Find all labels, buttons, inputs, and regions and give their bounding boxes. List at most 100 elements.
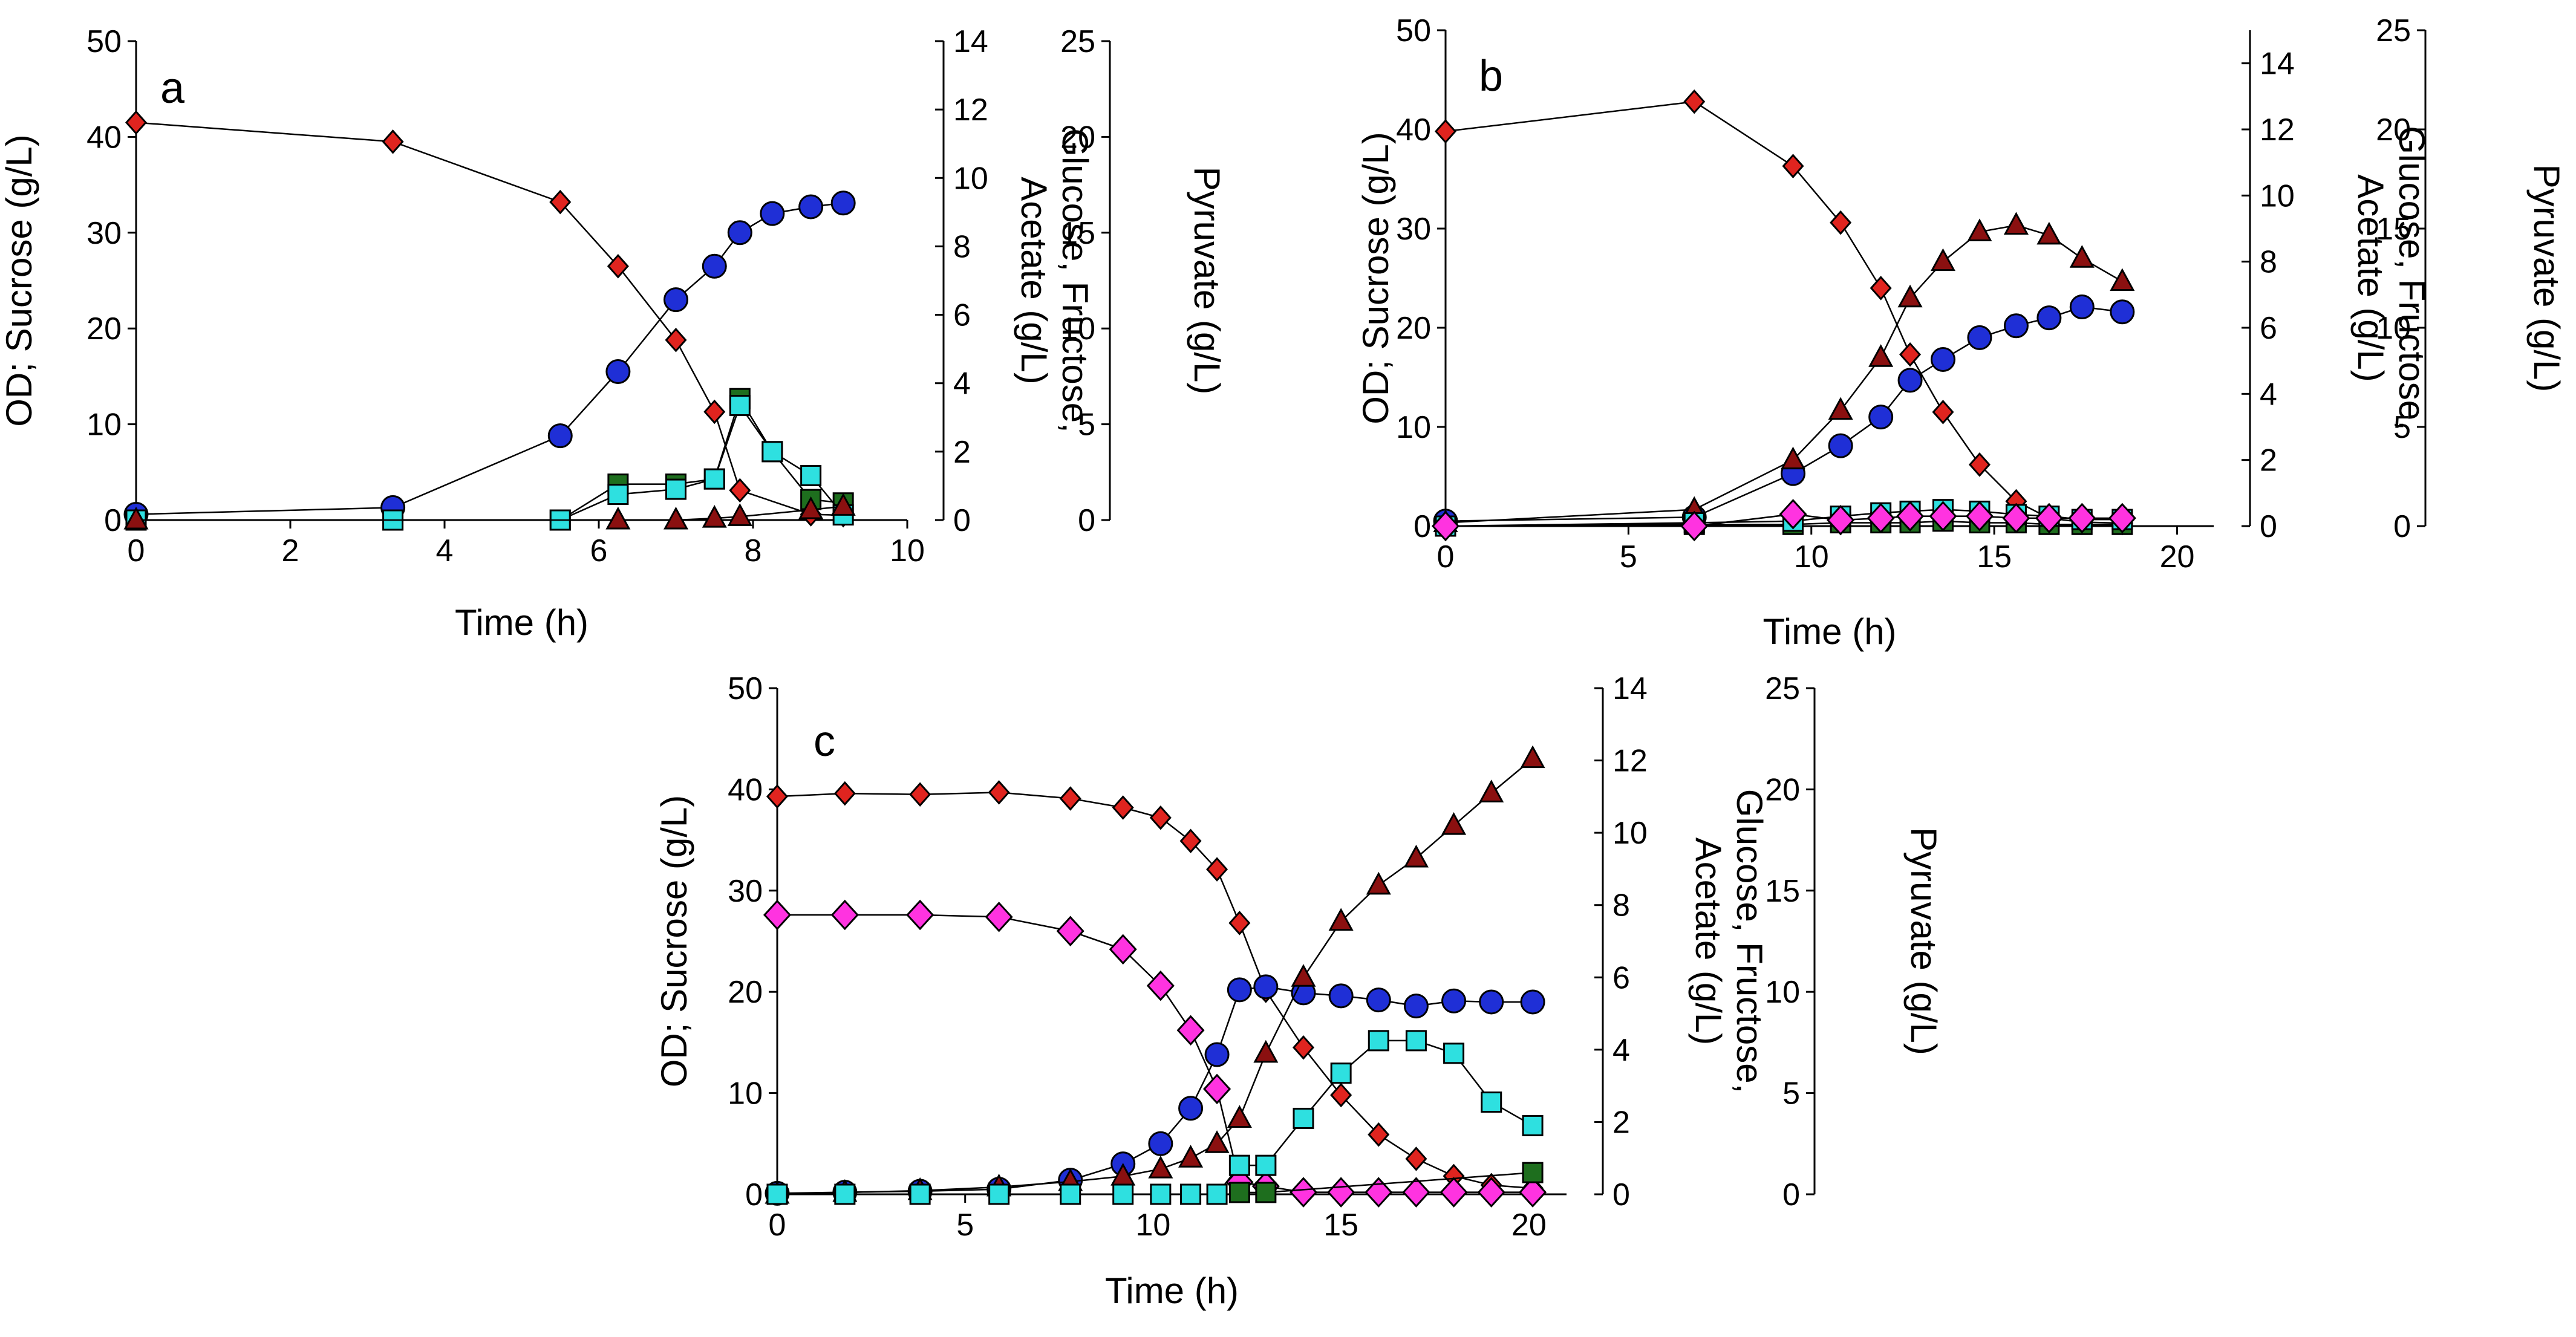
data-point-pyruvate <box>2108 503 2136 534</box>
right2-axis-title: Pyruvate (g/L) <box>1187 167 1227 395</box>
data-point-acetate <box>830 493 856 516</box>
data-point-sucrose <box>382 129 404 154</box>
left-y-tick-label: 20 <box>86 311 122 346</box>
right2-y-tick-label: 20 <box>2376 112 2411 148</box>
data-point-acetate <box>1403 844 1429 868</box>
data-point-pyruvate <box>1477 1177 1505 1208</box>
right1-y-tick-label: 10 <box>1612 816 1648 851</box>
data-point-od <box>1479 989 1504 1015</box>
x-tick-label: 2 <box>282 533 299 568</box>
right1-y-tick-label: 8 <box>1612 888 1630 923</box>
data-point-fructose <box>1206 1183 1228 1205</box>
data-point-acetate <box>2003 212 2029 235</box>
right2-y-tick-label: 15 <box>1060 216 1095 251</box>
data-point-acetate <box>1148 1156 1173 1179</box>
data-point-fructose <box>766 1183 788 1205</box>
data-point-od <box>605 359 631 384</box>
right1-y-tick-label: 14 <box>953 24 988 59</box>
data-point-pyruvate <box>1402 1177 1430 1208</box>
data-point-sucrose <box>1932 400 1954 425</box>
data-point-pyruvate <box>1929 501 1957 532</box>
data-point-sucrose <box>988 780 1010 805</box>
x-tick-label: 10 <box>1136 1208 1171 1243</box>
data-point-pyruvate <box>985 902 1013 932</box>
series-line-sucrose <box>135 122 844 516</box>
data-point-acetate <box>2069 245 2095 268</box>
data-point-glucose <box>1255 1182 1277 1203</box>
right1-axis-title-line: Acetate (g/L) <box>2350 174 2391 382</box>
data-point-sucrose <box>1368 1122 1390 1147</box>
data-point-fructose <box>834 1183 856 1205</box>
data-point-fructose <box>665 478 686 500</box>
data-point-sucrose <box>1228 911 1251 935</box>
data-point-fructose <box>1481 1091 1502 1113</box>
data-point-pyruvate <box>763 899 792 931</box>
right1-y-tick-label: 4 <box>2260 377 2277 412</box>
data-point-sucrose <box>665 327 687 353</box>
left-y-tick-label: 40 <box>86 120 122 155</box>
right1-y-tick-label: 6 <box>2260 311 2277 346</box>
x-tick-label: 0 <box>1437 539 1455 574</box>
left-axis-title: OD; Sucrose (g/L) <box>654 795 694 1088</box>
data-point-acetate <box>1967 218 1992 241</box>
left-y-tick-label: 50 <box>1396 13 1431 48</box>
data-point-od <box>727 220 752 246</box>
data-point-pyruvate <box>1109 934 1137 965</box>
series-glucose <box>1228 1162 1544 1203</box>
left-y-tick-label: 30 <box>728 874 763 909</box>
series-od <box>123 190 856 527</box>
series-acetate <box>123 493 856 530</box>
left-y-tick-label: 10 <box>728 1076 763 1111</box>
left-y-tick-label: 0 <box>745 1177 763 1212</box>
data-point-sucrose <box>1782 154 1804 178</box>
data-point-acetate <box>1291 964 1316 987</box>
data-point-pyruvate <box>906 899 934 931</box>
data-point-pyruvate <box>1896 501 1925 532</box>
data-point-fructose <box>1293 1107 1314 1129</box>
data-point-fructose <box>1060 1183 1081 1205</box>
data-point-fructose <box>1150 1183 1172 1205</box>
data-point-pyruvate <box>1431 510 1460 542</box>
data-point-acetate <box>1253 1039 1279 1063</box>
data-point-acetate <box>1178 1145 1204 1168</box>
left-y-tick-label: 10 <box>86 408 122 443</box>
data-point-fructose <box>909 1183 931 1205</box>
right2-y-tick-label: 5 <box>1078 408 1095 443</box>
data-point-acetate <box>1897 284 1923 308</box>
x-tick-label: 8 <box>745 533 762 568</box>
data-point-acetate <box>1328 908 1354 931</box>
data-point-fructose <box>1443 1043 1465 1064</box>
right2-axis-title: Pyruvate (g/L) <box>2526 164 2567 392</box>
right2-y-tick-label: 5 <box>2393 410 2411 445</box>
right1-y-tick-label: 4 <box>953 366 971 402</box>
data-point-pyruvate <box>1146 970 1175 1001</box>
series-line-fructose <box>136 403 844 521</box>
data-point-acetate <box>1520 745 1545 769</box>
left-y-tick-label: 0 <box>104 503 122 538</box>
series-fructose <box>125 394 854 531</box>
right1-y-tick-label: 2 <box>1612 1105 1630 1140</box>
x-tick-label: 0 <box>769 1208 786 1243</box>
data-point-sucrose <box>909 782 931 807</box>
chart-panel-a: 0 2 4 6 8 10 0 10 20 30 40 50 0 2 4 6 8 10 12 14 0 5 10 15 20 25 T… <box>0 24 1227 643</box>
data-point-od <box>798 194 824 220</box>
data-point-acetate <box>1828 397 1853 420</box>
series-acetate <box>1433 212 2135 533</box>
data-point-acetate <box>1930 248 1956 272</box>
right1-axis-title: Glucose, Fructose,Acetate (g/L) <box>1688 789 1770 1094</box>
data-point-acetate <box>727 503 752 526</box>
data-point-od <box>2003 313 2029 339</box>
left-y-tick-label: 50 <box>86 24 122 59</box>
right1-axis-title-line: Glucose, Fructose, <box>1729 789 1770 1094</box>
data-point-fructose <box>1368 1030 1389 1052</box>
panel-label: c <box>814 717 835 766</box>
data-point-fructose <box>729 394 751 416</box>
x-tick-label: 5 <box>956 1208 974 1243</box>
left-y-tick-label: 40 <box>728 772 763 807</box>
right1-axis-title-line: Glucose, Fructose, <box>1055 128 1095 433</box>
data-point-pyruvate <box>1176 1015 1205 1046</box>
x-tick-label: 4 <box>436 533 454 568</box>
right2-y-tick-label: 10 <box>2376 311 2411 346</box>
left-y-tick-label: 50 <box>728 671 763 706</box>
data-point-od <box>702 253 727 279</box>
